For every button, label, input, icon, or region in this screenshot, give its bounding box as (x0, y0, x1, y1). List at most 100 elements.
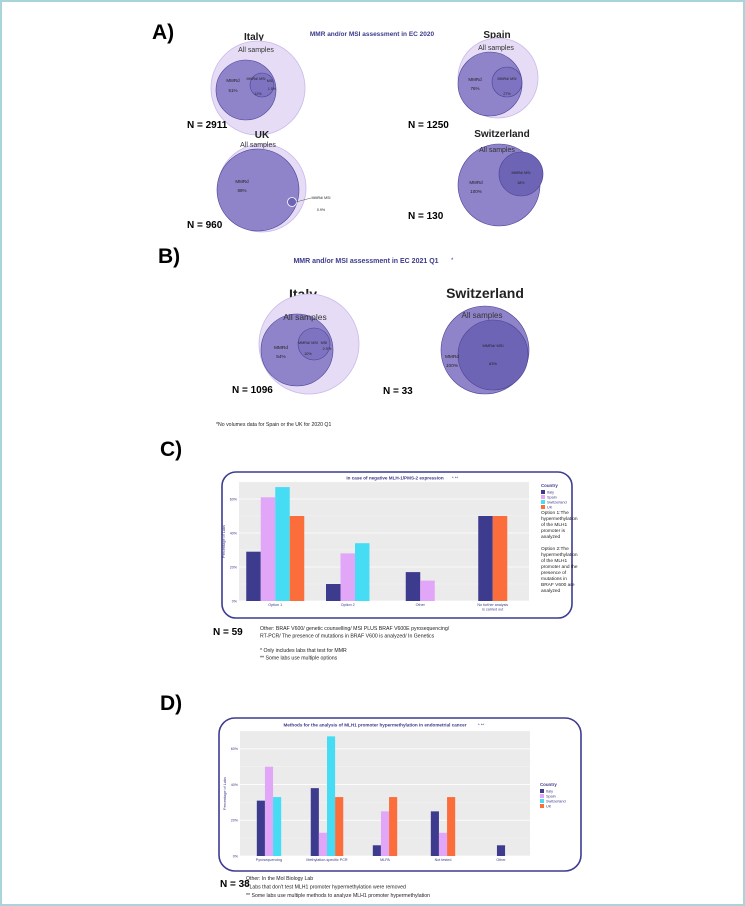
legend-swatch-spain (540, 794, 544, 798)
bar-uk-2 (389, 797, 398, 856)
chart-c-n-label: N = 59 (213, 627, 243, 638)
panel-label-b: B) (158, 245, 180, 268)
bar-uk-3 (492, 516, 508, 601)
panel-b: B) MMR and/or MSI assessment in EC 2021 … (158, 245, 530, 428)
legend-label-uk: UK (547, 505, 553, 509)
venn-mmrd-msi-label: MMRd/ MSI (498, 77, 517, 81)
bar-italy-2 (405, 572, 421, 601)
option-note-line: of the MLH1 (541, 558, 567, 564)
venn-switzerland-2020: Switzerland All samples MMRd 100% MMRd/ … (408, 129, 544, 227)
y-tick-label: 60% (231, 747, 239, 751)
footnote-line: * Only includes labs that test for MMR (260, 648, 347, 654)
y-tick-label: 40% (230, 531, 238, 535)
venn-mmrd-msi-label: MMRd/ MSI (482, 343, 503, 348)
venn-mmrd-pct: 76% (470, 86, 479, 91)
venn-n-label: N = 33 (383, 386, 413, 397)
x-tick-label: MLPA (380, 858, 390, 862)
venn-all-samples-label: All samples (478, 45, 514, 52)
legend-label-spain: Spain (547, 495, 557, 499)
legend-swatch-spain (541, 495, 545, 499)
legend-title: Country (540, 782, 557, 787)
x-tick-label: Other (416, 603, 426, 607)
chart-c-footnotes: Other: BRAF V600/ genetic counselling/ M… (260, 626, 450, 662)
bar-spain-3 (438, 832, 448, 856)
x-tick-label: Methylation-specific PCR (306, 858, 348, 862)
option-note-line: hypermethylation (541, 552, 578, 558)
option-note-line: Option 2:The (541, 546, 569, 552)
venn-mmrd-label: MMRd (468, 77, 482, 82)
legend-label-uk: UK (546, 804, 552, 808)
venn-msi-circle (457, 319, 529, 391)
bar-italy-0 (246, 551, 261, 601)
bar-spain-2 (420, 580, 435, 601)
venn-msi-circle (297, 327, 331, 361)
option-note-line: promoter and the (541, 564, 578, 570)
y-tick-label: 20% (231, 819, 239, 823)
bar-spain-1 (318, 832, 327, 856)
venn-mmrd-label: MMRd (469, 180, 483, 185)
footnote-line: ** Some labs use multiple methods to ana… (246, 893, 430, 899)
venn-mmrd-msi-pct: 27% (503, 92, 511, 96)
venn-mmrd-msi-pct: 10% (304, 352, 312, 356)
x-tick-label: is carried out (482, 607, 503, 611)
chart-c: In case of negative MLH-1/PMS-2 expressi… (222, 476, 567, 612)
venn-mmrd-msi-pct: 63% (489, 361, 497, 366)
venn-mmrd-msi-label: MMRd/ MSI (298, 341, 318, 345)
venn-mmrd-label: MMRd (445, 354, 459, 360)
bar-italy-1 (310, 788, 319, 856)
y-tick-label: 20% (230, 565, 238, 569)
venn-italy-2021: Italy All samples MMRd 54% MMRd/ MSI 10%… (232, 286, 360, 396)
bar-switzerland-0 (273, 797, 282, 856)
bar-italy-0 (256, 800, 265, 856)
x-tick-label: Option 2 (341, 603, 355, 607)
venn-country-label: UK (255, 130, 270, 141)
y-tick-label: 40% (231, 783, 239, 787)
bar-spain-2 (380, 811, 390, 856)
bar-italy-1 (326, 584, 341, 601)
legend-swatch-switzerland (540, 799, 544, 803)
venn-mmrd-pct: 100% (446, 363, 459, 369)
panel-a: A) MMR and/or MSI assessment in EC 2020 … (152, 21, 544, 233)
bar-italy-3 (478, 516, 493, 601)
chart-title-marks: * ** (452, 476, 458, 481)
legend-swatch-uk (541, 505, 545, 509)
venn-mmrd-label: MMRd (235, 179, 249, 184)
bar-uk-1 (335, 797, 344, 856)
option-note-line: of the MLH1 (541, 522, 567, 528)
chart-title-marks: * ** (478, 723, 484, 728)
legend-label-switzerland: Switzerland (547, 500, 567, 504)
venn-all-samples-label: All samples (238, 47, 274, 54)
legend-label-switzerland: Switzerland (546, 799, 566, 803)
x-tick-label: Not tested (435, 858, 452, 862)
bar-spain-0 (260, 497, 276, 601)
venn-mmrd-msi-label: MMRd/ MSI (247, 77, 266, 81)
chart-d-n-label: N = 38 (220, 879, 250, 890)
venn-all-samples-label: All samples (283, 312, 326, 322)
venn-msi-label: MSI (321, 341, 328, 345)
legend-label-spain: Spain (546, 794, 556, 798)
x-tick-label: Pyrosequencing (256, 858, 282, 862)
bar-italy-4 (496, 845, 506, 856)
venn-spain-2020: Spain All samples MMRd 76% MMRd/ MSI 27%… (408, 30, 539, 131)
venn-mmrd-pct: 51% (228, 88, 237, 93)
venn-n-label: N = 960 (187, 220, 223, 231)
bar-switzerland-1 (355, 543, 370, 601)
venn-mmrd-label: MMRd (274, 345, 288, 351)
legend-swatch-uk (540, 804, 544, 808)
footnote-line: Other: In the Mol Biology Lab (246, 876, 313, 882)
option-note-line: analyzed (541, 534, 561, 540)
panel-label-d: D) (160, 692, 182, 715)
y-tick-label: 0% (232, 599, 238, 603)
option-note-line: analyzed (541, 588, 561, 594)
venn-msi-circle (491, 66, 523, 98)
venn-msi-circle (287, 197, 297, 207)
legend-label-italy: Italy (546, 789, 553, 793)
option-note-line: Option 1:The (541, 510, 569, 516)
venn-msi-pct: 2.5% (323, 347, 332, 351)
venn-mmrd-msi-label: MMRd/ MSI (312, 196, 331, 200)
venn-msi-circle (249, 72, 275, 98)
legend-swatch-italy (541, 490, 545, 494)
venn-italy-2020: Italy All samples MMRd 51% MMRd/ MSI 12%… (187, 32, 306, 136)
legend-title: Country (541, 483, 558, 488)
